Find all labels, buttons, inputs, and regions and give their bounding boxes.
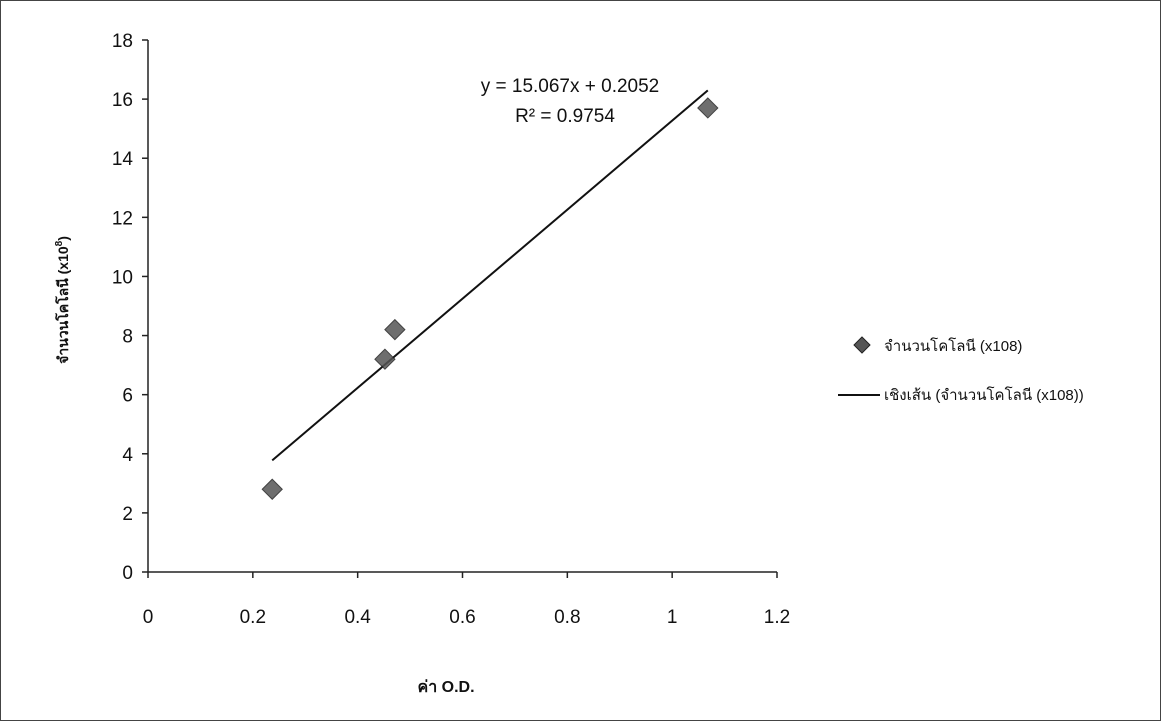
trendline-r2: R² = 0.9754 (515, 106, 615, 127)
x-tick-label: 0.2 (240, 607, 266, 628)
y-axis-label-main: จำนวนโคโลนี (x10 (54, 246, 71, 364)
data-point (261, 478, 283, 500)
y-tick-label: 2 (122, 504, 133, 525)
data-point (384, 318, 406, 341)
y-axis-label-close: ) (55, 236, 71, 241)
legend-marker-diamond (853, 336, 871, 354)
y-tick-label: 16 (112, 90, 133, 111)
y-tick-label: 6 (122, 386, 133, 407)
x-tick-label: 0.8 (554, 607, 580, 628)
y-axis-label: จำนวนโคโลนี (x108) (54, 236, 71, 364)
legend-series-label: จำนวนโคโลนี (x108) (884, 337, 1022, 355)
legend-trendline-label: เชิงเส้น (จำนวนโคโลนี (x108)) (884, 386, 1084, 404)
tick-group: 0 2 4 6 8 10 12 14 16 18 0 0.2 0.4 0.6 0.8 1 1.2 (112, 31, 790, 628)
y-tick-label: 12 (112, 208, 133, 229)
data-point (374, 348, 396, 370)
x-tick-label: 1.2 (764, 607, 790, 628)
x-tick-label: 0.4 (344, 607, 371, 628)
y-tick-label: 0 (122, 563, 133, 584)
trendline-equation: y = 15.067x + 0.2052 (481, 76, 660, 97)
legend: จำนวนโคโลนี (x108) เชิงเส้น (จำนวนโคโลนี… (838, 336, 1084, 404)
x-axis-label: ค่า O.D. (417, 679, 474, 696)
data-points (261, 97, 719, 500)
x-tick-label: 1 (667, 607, 678, 628)
x-tick-label: 0 (143, 607, 154, 628)
y-axis-label-sup: 8 (54, 240, 65, 246)
data-point (697, 97, 719, 119)
y-tick-label: 14 (112, 149, 134, 170)
trendline (271, 89, 709, 462)
x-tick-label: 0.6 (449, 607, 475, 628)
y-tick-label: 8 (122, 327, 133, 348)
y-tick-label: 4 (122, 445, 133, 466)
y-tick-label: 18 (112, 31, 133, 52)
y-tick-label: 10 (112, 267, 133, 288)
